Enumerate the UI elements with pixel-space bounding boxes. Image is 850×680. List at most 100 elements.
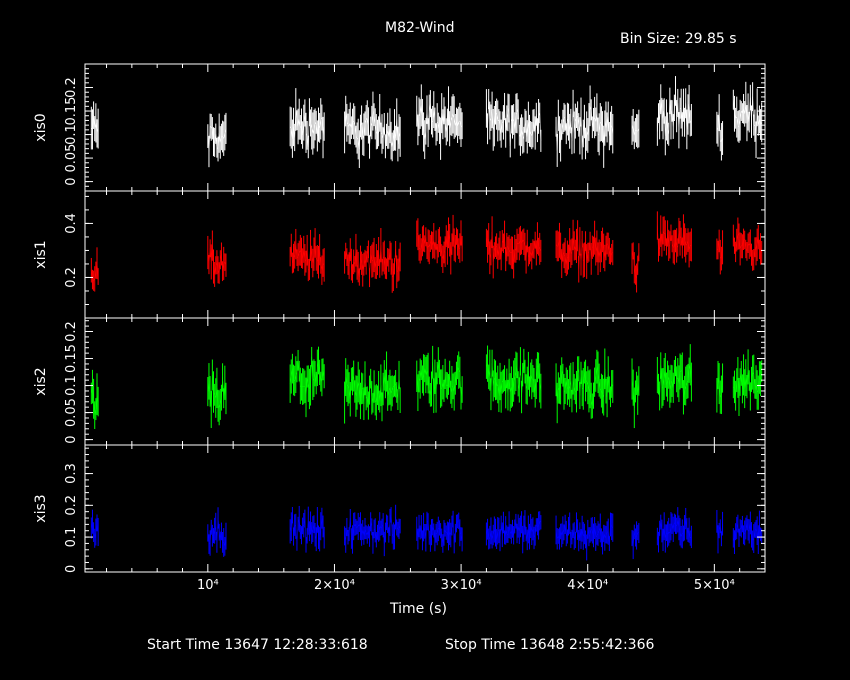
xis3-bin-step bbox=[592, 530, 594, 536]
xis0-bin-step bbox=[395, 119, 398, 139]
xis2-bin-step bbox=[595, 366, 598, 376]
xis2-bin-step bbox=[669, 383, 672, 389]
xis3-bin-step bbox=[738, 527, 741, 538]
xis1-bin-step bbox=[371, 259, 374, 262]
xis3-bin-step bbox=[95, 522, 98, 533]
xis0-bin-step bbox=[487, 99, 489, 129]
xis0-bin-step bbox=[423, 131, 426, 140]
xis2-bin-step bbox=[634, 391, 636, 408]
xis1-bin-step bbox=[440, 246, 443, 256]
xis3-bin-step bbox=[215, 526, 218, 543]
xis2-bin-step bbox=[357, 381, 360, 388]
xis0-bin-step bbox=[505, 117, 508, 133]
xis0-bin-step bbox=[390, 140, 393, 147]
xis1-bin-step bbox=[91, 270, 93, 280]
xis3-bin-step bbox=[93, 532, 96, 539]
xis1-bin-step bbox=[632, 250, 635, 268]
xis0-bin-step bbox=[587, 121, 590, 136]
xis1-bin-step bbox=[214, 265, 217, 275]
xis0-bin-step bbox=[632, 125, 635, 136]
xis3-bin-step bbox=[559, 531, 561, 539]
xis3-bin-step bbox=[348, 517, 351, 535]
xis1-bin-step bbox=[755, 244, 758, 252]
xis2-series bbox=[90, 344, 763, 430]
xis0-bin-step bbox=[376, 131, 378, 135]
xis0-bin-step bbox=[568, 122, 570, 132]
xis3-bin-step bbox=[365, 532, 368, 536]
xis0-bin-step bbox=[215, 133, 218, 148]
xis3-bin-step bbox=[501, 522, 504, 535]
xis0-bin-step bbox=[531, 128, 534, 136]
xis2-bin-step bbox=[687, 370, 690, 382]
xis0-ytick-label: 0.2 bbox=[64, 77, 79, 98]
xis0-bin-step bbox=[450, 116, 453, 121]
xis3-bin-step bbox=[688, 530, 691, 539]
xis2-bin-step bbox=[456, 367, 458, 374]
xis2-bin-step bbox=[659, 365, 662, 397]
xis0-bin-step bbox=[378, 112, 381, 132]
xis0-bin-step bbox=[585, 131, 587, 144]
xis3-bin-step bbox=[604, 534, 607, 539]
xis3-bin-step bbox=[564, 524, 567, 534]
xis3-bin-step bbox=[383, 532, 386, 545]
xis0-bin-step bbox=[604, 118, 607, 129]
xis3-bin-step bbox=[576, 522, 578, 530]
xis1-bin-step bbox=[345, 250, 348, 258]
xis1-bin-step bbox=[300, 250, 302, 253]
xis2-bin-step bbox=[586, 381, 589, 386]
xis1-bin-step bbox=[435, 240, 438, 254]
xis1-bin-step bbox=[596, 246, 599, 259]
xis0-bin-step bbox=[368, 125, 370, 147]
xis1-bin-step bbox=[289, 245, 292, 257]
xis2-bin-step bbox=[387, 390, 390, 396]
xis3-bin-step bbox=[397, 528, 400, 530]
xis1-bin-step bbox=[344, 250, 347, 263]
xis0-bin-step bbox=[417, 116, 420, 130]
xis2-bin-step bbox=[720, 394, 722, 398]
xis3-bin-step bbox=[560, 531, 563, 536]
xis2-bin-step bbox=[220, 397, 222, 405]
xis3-bin-step bbox=[453, 533, 456, 544]
xis1-bin-step bbox=[448, 232, 450, 241]
xis3-bin-step bbox=[431, 527, 433, 533]
xis0-bin-step bbox=[361, 122, 364, 139]
xis1-bin-step bbox=[301, 252, 303, 259]
xis2-bin-step bbox=[495, 380, 497, 387]
xis3-bin-step bbox=[759, 524, 761, 535]
start-time-label: Start Time 13647 12:28:33:618 bbox=[147, 637, 368, 653]
xis0-bin-step bbox=[438, 122, 440, 131]
xis3-bin-step bbox=[737, 523, 740, 538]
xis3-bin-step bbox=[521, 522, 524, 540]
xis1-bin-step bbox=[586, 252, 589, 262]
xtick-label: 5×10⁴ bbox=[694, 578, 735, 593]
xis1-bin-step bbox=[674, 241, 676, 248]
xis0-bin-step bbox=[371, 111, 374, 123]
xis2-bin-step bbox=[295, 371, 298, 375]
xis0-bin-step bbox=[351, 121, 353, 128]
xis0-bin-step bbox=[666, 119, 668, 129]
xis0-bin-step bbox=[319, 118, 322, 128]
xis3-bin-step bbox=[489, 530, 492, 538]
xis1-ytick-label: 0.4 bbox=[64, 213, 79, 234]
xis3-bin-step bbox=[661, 530, 664, 540]
xis3-bin-step bbox=[595, 535, 598, 538]
xis1-bin-step bbox=[539, 248, 542, 252]
xis1-bin-step bbox=[587, 251, 590, 254]
xis1-bin-step bbox=[583, 259, 585, 261]
xis2-bin-step bbox=[578, 368, 581, 396]
xis0-bin-step bbox=[315, 122, 318, 136]
xis3-bin-step bbox=[753, 529, 756, 539]
xis3-bin-step bbox=[578, 531, 581, 541]
xis1-bin-step bbox=[665, 233, 667, 247]
xis1-series bbox=[90, 211, 763, 293]
xis0-bin-step bbox=[745, 102, 748, 124]
xis2-bin-step bbox=[716, 375, 719, 396]
xis3-bin-step bbox=[685, 518, 688, 529]
xis3-bin-step bbox=[734, 531, 736, 543]
xis2-bin-step bbox=[672, 371, 675, 388]
xis0-bin-step bbox=[437, 121, 439, 123]
xis2-bin-step bbox=[636, 383, 639, 396]
xis0-bin-step bbox=[359, 125, 361, 150]
xis1-bin-step bbox=[397, 264, 400, 271]
xis1-bin-step bbox=[667, 233, 670, 246]
